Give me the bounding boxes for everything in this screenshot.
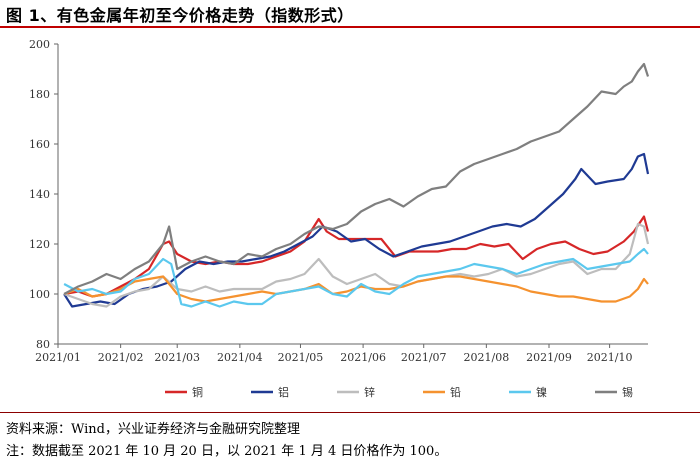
x-tick-label: 2021/02 <box>98 351 144 364</box>
legend-label: 锡 <box>622 385 633 399</box>
y-tick-label: 200 <box>29 38 50 51</box>
y-tick-label: 120 <box>29 238 50 251</box>
series-line-5 <box>63 62 650 295</box>
chart-legend: 铜铝锌铅镍锡 <box>165 385 633 399</box>
legend-label: 锌 <box>364 385 375 399</box>
chart-series-lines <box>63 62 650 308</box>
x-tick-label: 2021/08 <box>464 351 510 364</box>
x-tick-label: 2021/03 <box>154 351 200 364</box>
data-note: 注：数据截至 2021 年 10 月 20 日，以 2021 年 1 月 4 日… <box>6 444 448 459</box>
source-rule <box>0 412 700 413</box>
legend-label: 镍 <box>536 385 547 399</box>
x-tick-label: 2021/07 <box>401 351 447 364</box>
y-tick-label: 140 <box>29 188 50 201</box>
y-tick-label: 100 <box>29 288 50 301</box>
x-tick-label: 2021/06 <box>340 351 386 364</box>
title-rule <box>0 26 700 28</box>
series-line-1 <box>63 152 650 308</box>
source-note: 资料来源：Wind，兴业证券经济与金融研究院整理 <box>6 422 300 437</box>
legend-label: 铅 <box>450 385 461 399</box>
chart: 80 100 120 140 160 180 200 2021/01 2021/02 2021/0… <box>29 38 650 399</box>
x-tick-label: 2021/04 <box>217 351 263 364</box>
y-tick-label: 80 <box>36 338 50 351</box>
x-tick-label: 2021/01 <box>35 351 81 364</box>
chart-axes: 80 100 120 140 160 180 200 2021/01 2021/02 2021/0… <box>29 38 648 364</box>
figure-title: 图 1、有色金属年初至今价格走势（指数形式） <box>6 6 354 25</box>
x-tick-label: 2021/10 <box>587 351 633 364</box>
legend-label: 铝 <box>278 385 289 399</box>
legend-label: 铜 <box>192 385 203 399</box>
x-tick-label: 2021/05 <box>278 351 324 364</box>
series-line-4 <box>63 247 649 308</box>
series-line-0 <box>63 215 650 298</box>
y-tick-label: 160 <box>29 138 50 151</box>
x-tick-label: 2021/09 <box>526 351 572 364</box>
y-tick-label: 180 <box>29 88 50 101</box>
